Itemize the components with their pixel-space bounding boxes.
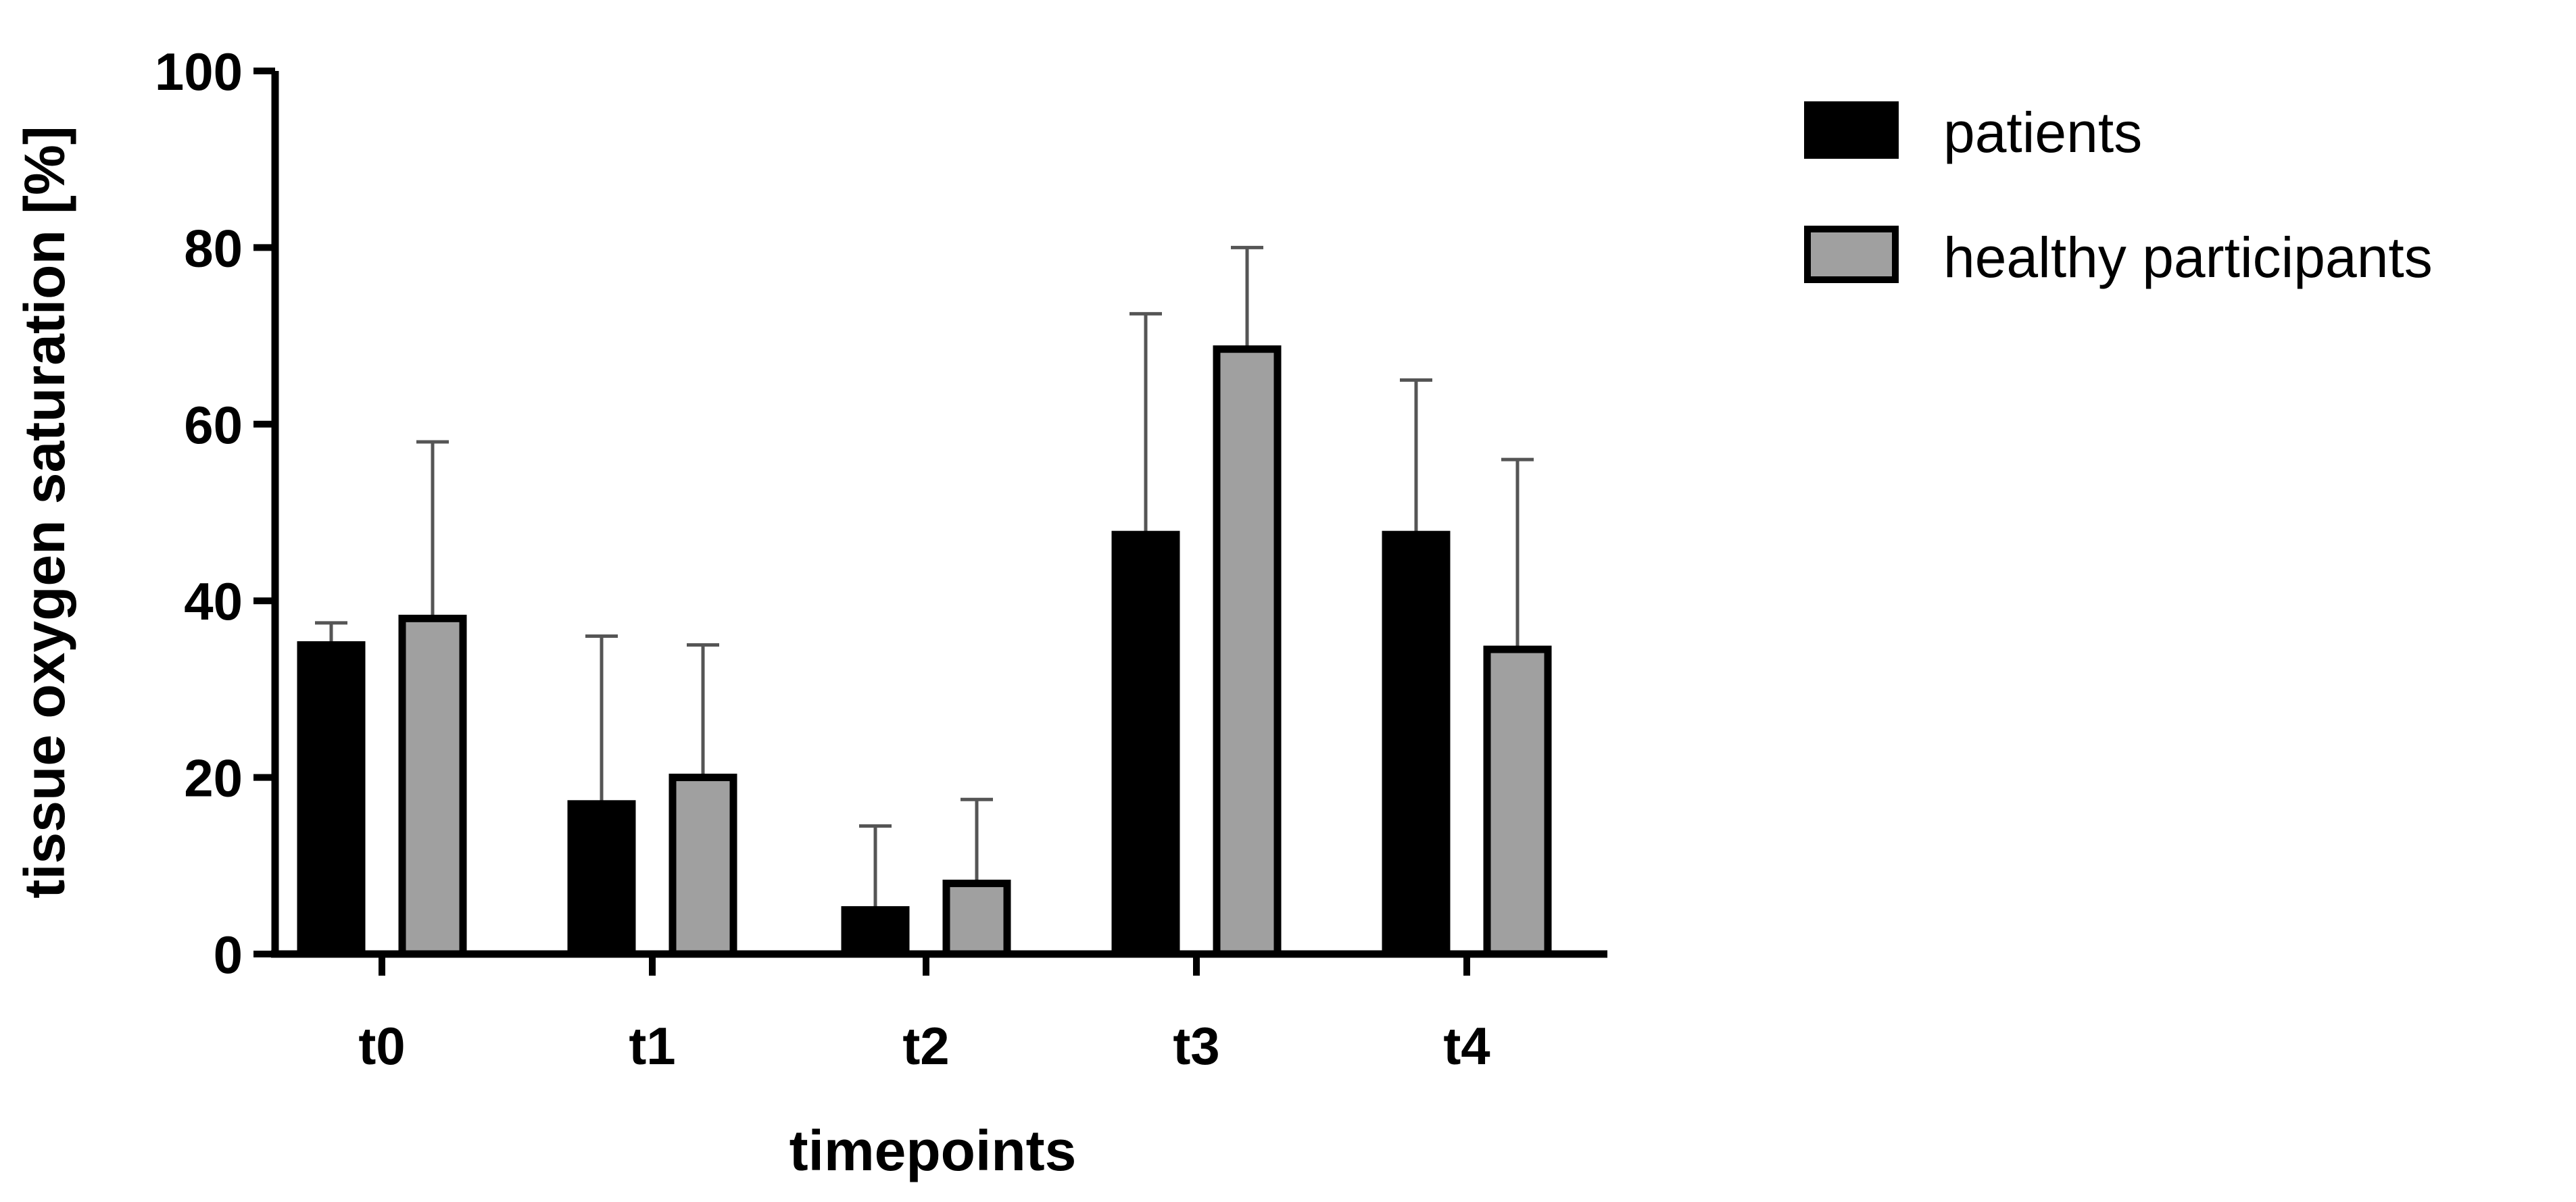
y-tick-label-100: 100 [155, 42, 243, 101]
bar-healthy-participants-t3 [1213, 345, 1282, 958]
x-axis-title: timepoints [789, 1119, 1077, 1182]
bar-healthy-participants-t0 [398, 614, 467, 958]
y-tick-label-40: 40 [184, 572, 243, 631]
legend-swatch-patients [1804, 101, 1899, 159]
bar-healthy-participants-t4 [1483, 645, 1552, 958]
x-tick-label-t1: t1 [629, 1016, 675, 1076]
bar-healthy-participants-t2 [942, 879, 1011, 958]
y-axis-title: tissue oxygen saturation [%] [13, 126, 76, 899]
legend-label-healthy-participants: healthy participants [1943, 226, 2433, 289]
bar-patients-t2 [841, 906, 910, 958]
x-ticks: t0 t1 t2 t3 t4 [358, 954, 1490, 1076]
bar-healthy-participants-t1 [669, 774, 737, 958]
y-tick-label-80: 80 [184, 218, 243, 278]
legend: patients healthy participants [1804, 101, 2433, 289]
bar-patients-t4 [1382, 530, 1451, 958]
legend-label-patients: patients [1943, 101, 2142, 164]
axes [271, 71, 1607, 958]
x-tick-label-t0: t0 [358, 1016, 405, 1076]
bar-patients-t3 [1111, 530, 1180, 958]
x-tick-label-t2: t2 [902, 1016, 949, 1076]
x-tick-label-t4: t4 [1443, 1016, 1490, 1076]
legend-swatch-healthy-participants [1804, 226, 1899, 283]
bar-patients-t1 [567, 800, 636, 958]
bar-patients-t0 [297, 641, 366, 958]
y-ticks: 0 20 40 60 80 100 [155, 42, 275, 984]
error-bars [315, 245, 1534, 910]
x-tick-label-t3: t3 [1173, 1016, 1219, 1076]
bars [297, 345, 1552, 958]
y-tick-label-20: 20 [184, 749, 243, 808]
y-tick-label-0: 0 [214, 925, 243, 984]
y-tick-label-60: 60 [184, 395, 243, 455]
